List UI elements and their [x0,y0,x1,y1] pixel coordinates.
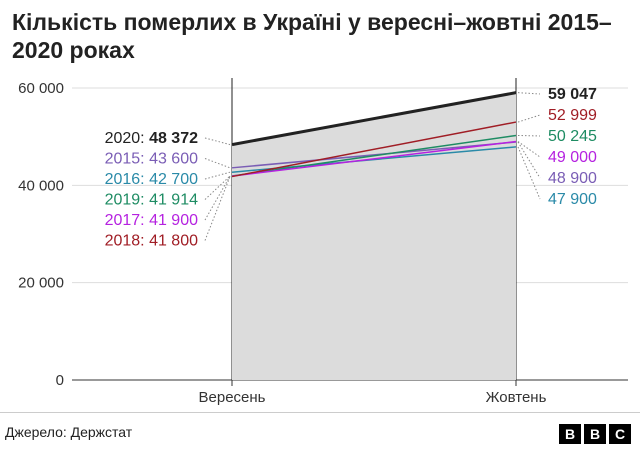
series-name: 2019: [105,192,149,209]
chart-title: Кількість померлих в Україні у вересні–ж… [12,9,612,63]
series-value: 43 600 [149,151,198,168]
logo-letter: B [584,424,606,444]
y-tick-label: 0 [56,372,64,389]
y-axis-ticks: 0 20 000 40 000 60 000 [18,80,64,389]
data-label: 2019: 41 914 [105,192,199,209]
leader-line [517,134,541,137]
series-value: 41 914 [149,192,198,209]
data-label: 2020: 48 372 [105,130,199,147]
data-label: 2017: 41 900 [105,212,199,229]
y-tick-label: 20 000 [18,275,64,292]
leader-line [517,146,541,200]
series-line [231,134,517,177]
bbc-logo: B B C [559,424,631,444]
data-label: 2018: 41 800 [105,233,199,250]
leader-line [204,175,231,200]
series-value: 41 900 [149,212,198,229]
x-tick-label: Жовтень [486,389,547,406]
y-tick-label: 40 000 [18,177,64,194]
series-name: 2018: [105,233,149,250]
series-name: 2020: [105,130,149,147]
leader-line [204,158,231,169]
data-label: 47 900 [548,191,597,208]
y-tick-label: 60 000 [18,80,64,97]
series-name: 2017: [105,212,149,229]
data-label: 2015: 43 600 [105,151,199,168]
series-line [231,140,517,177]
data-label: 2016: 42 700 [105,171,199,188]
leader-line [517,141,541,179]
data-label: 48 900 [548,170,597,187]
series-lines [231,91,517,178]
series-line [231,141,517,169]
data-label: 50 245 [548,128,597,145]
leader-line [517,92,541,95]
leader-line [204,171,231,180]
leader-line [204,137,231,146]
series-name: 2015: [105,151,149,168]
x-tick-label: Вересень [199,389,266,406]
data-label: 49 000 [548,149,597,166]
leader-line [517,114,541,123]
logo-letter: C [609,424,631,444]
series-line [231,91,517,147]
leader-line [204,175,231,221]
data-label: 59 047 [548,86,597,103]
series-line [231,121,517,178]
leader-line [517,141,541,158]
label-leaders [204,92,541,241]
footer-divider [0,412,640,413]
logo-letter: B [559,424,581,444]
series-value: 41 800 [149,233,198,250]
source-note: Джерело: Держстат [5,424,133,440]
data-label: 52 999 [548,107,597,124]
series-value: 48 372 [149,130,198,147]
area-fill [232,92,516,380]
series-name: 2016: [105,171,149,188]
x-axis-labels: Вересень Жовтень [199,380,547,406]
series-value: 42 700 [149,171,198,188]
leader-line [204,176,231,241]
shaded-area [232,92,516,380]
